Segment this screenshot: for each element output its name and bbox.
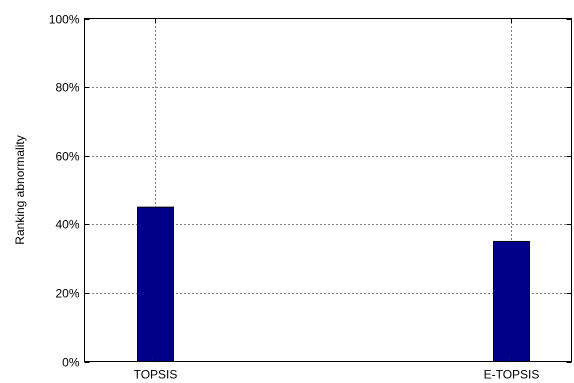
y-tick-label: 60% [55, 150, 79, 164]
bar-e-topsis [493, 240, 530, 362]
tick-labels: 0% 20% 40% 60% 80% 100% TOPSIS E-TOPSIS [49, 13, 540, 382]
x-tick-label: TOPSIS [134, 368, 178, 382]
bars [137, 206, 530, 362]
plot-frame [84, 18, 572, 362]
y-tick-label: 80% [55, 81, 79, 95]
y-tick-label: 0% [62, 356, 80, 370]
y-axis-label: Ranking abnormality [13, 135, 27, 244]
y-tick-label: 20% [55, 287, 79, 301]
axis-ticks [84, 18, 572, 363]
y-tick-label: 100% [49, 13, 80, 27]
y-tick-label: 40% [55, 218, 79, 232]
x-tick-label: E-TOPSIS [484, 368, 540, 382]
bar-topsis [137, 206, 174, 362]
